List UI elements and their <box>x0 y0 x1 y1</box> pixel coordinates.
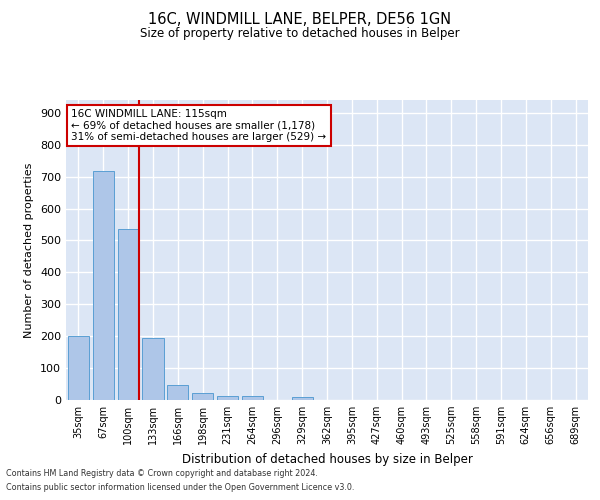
Bar <box>118 228 139 400</box>
Bar <box>93 172 114 400</box>
Bar <box>217 396 238 400</box>
Text: 16C WINDMILL LANE: 115sqm
← 69% of detached houses are smaller (1,178)
31% of se: 16C WINDMILL LANE: 115sqm ← 69% of detac… <box>71 109 326 142</box>
Text: Contains HM Land Registry data © Crown copyright and database right 2024.: Contains HM Land Registry data © Crown c… <box>6 468 318 477</box>
Bar <box>167 385 188 400</box>
Bar <box>242 396 263 400</box>
Text: 16C, WINDMILL LANE, BELPER, DE56 1GN: 16C, WINDMILL LANE, BELPER, DE56 1GN <box>148 12 452 28</box>
Bar <box>142 338 164 400</box>
Y-axis label: Number of detached properties: Number of detached properties <box>25 162 34 338</box>
Bar <box>192 393 213 400</box>
Bar <box>292 397 313 400</box>
Text: Size of property relative to detached houses in Belper: Size of property relative to detached ho… <box>140 28 460 40</box>
Text: Contains public sector information licensed under the Open Government Licence v3: Contains public sector information licen… <box>6 484 355 492</box>
Bar <box>68 336 89 400</box>
X-axis label: Distribution of detached houses by size in Belper: Distribution of detached houses by size … <box>182 452 472 466</box>
